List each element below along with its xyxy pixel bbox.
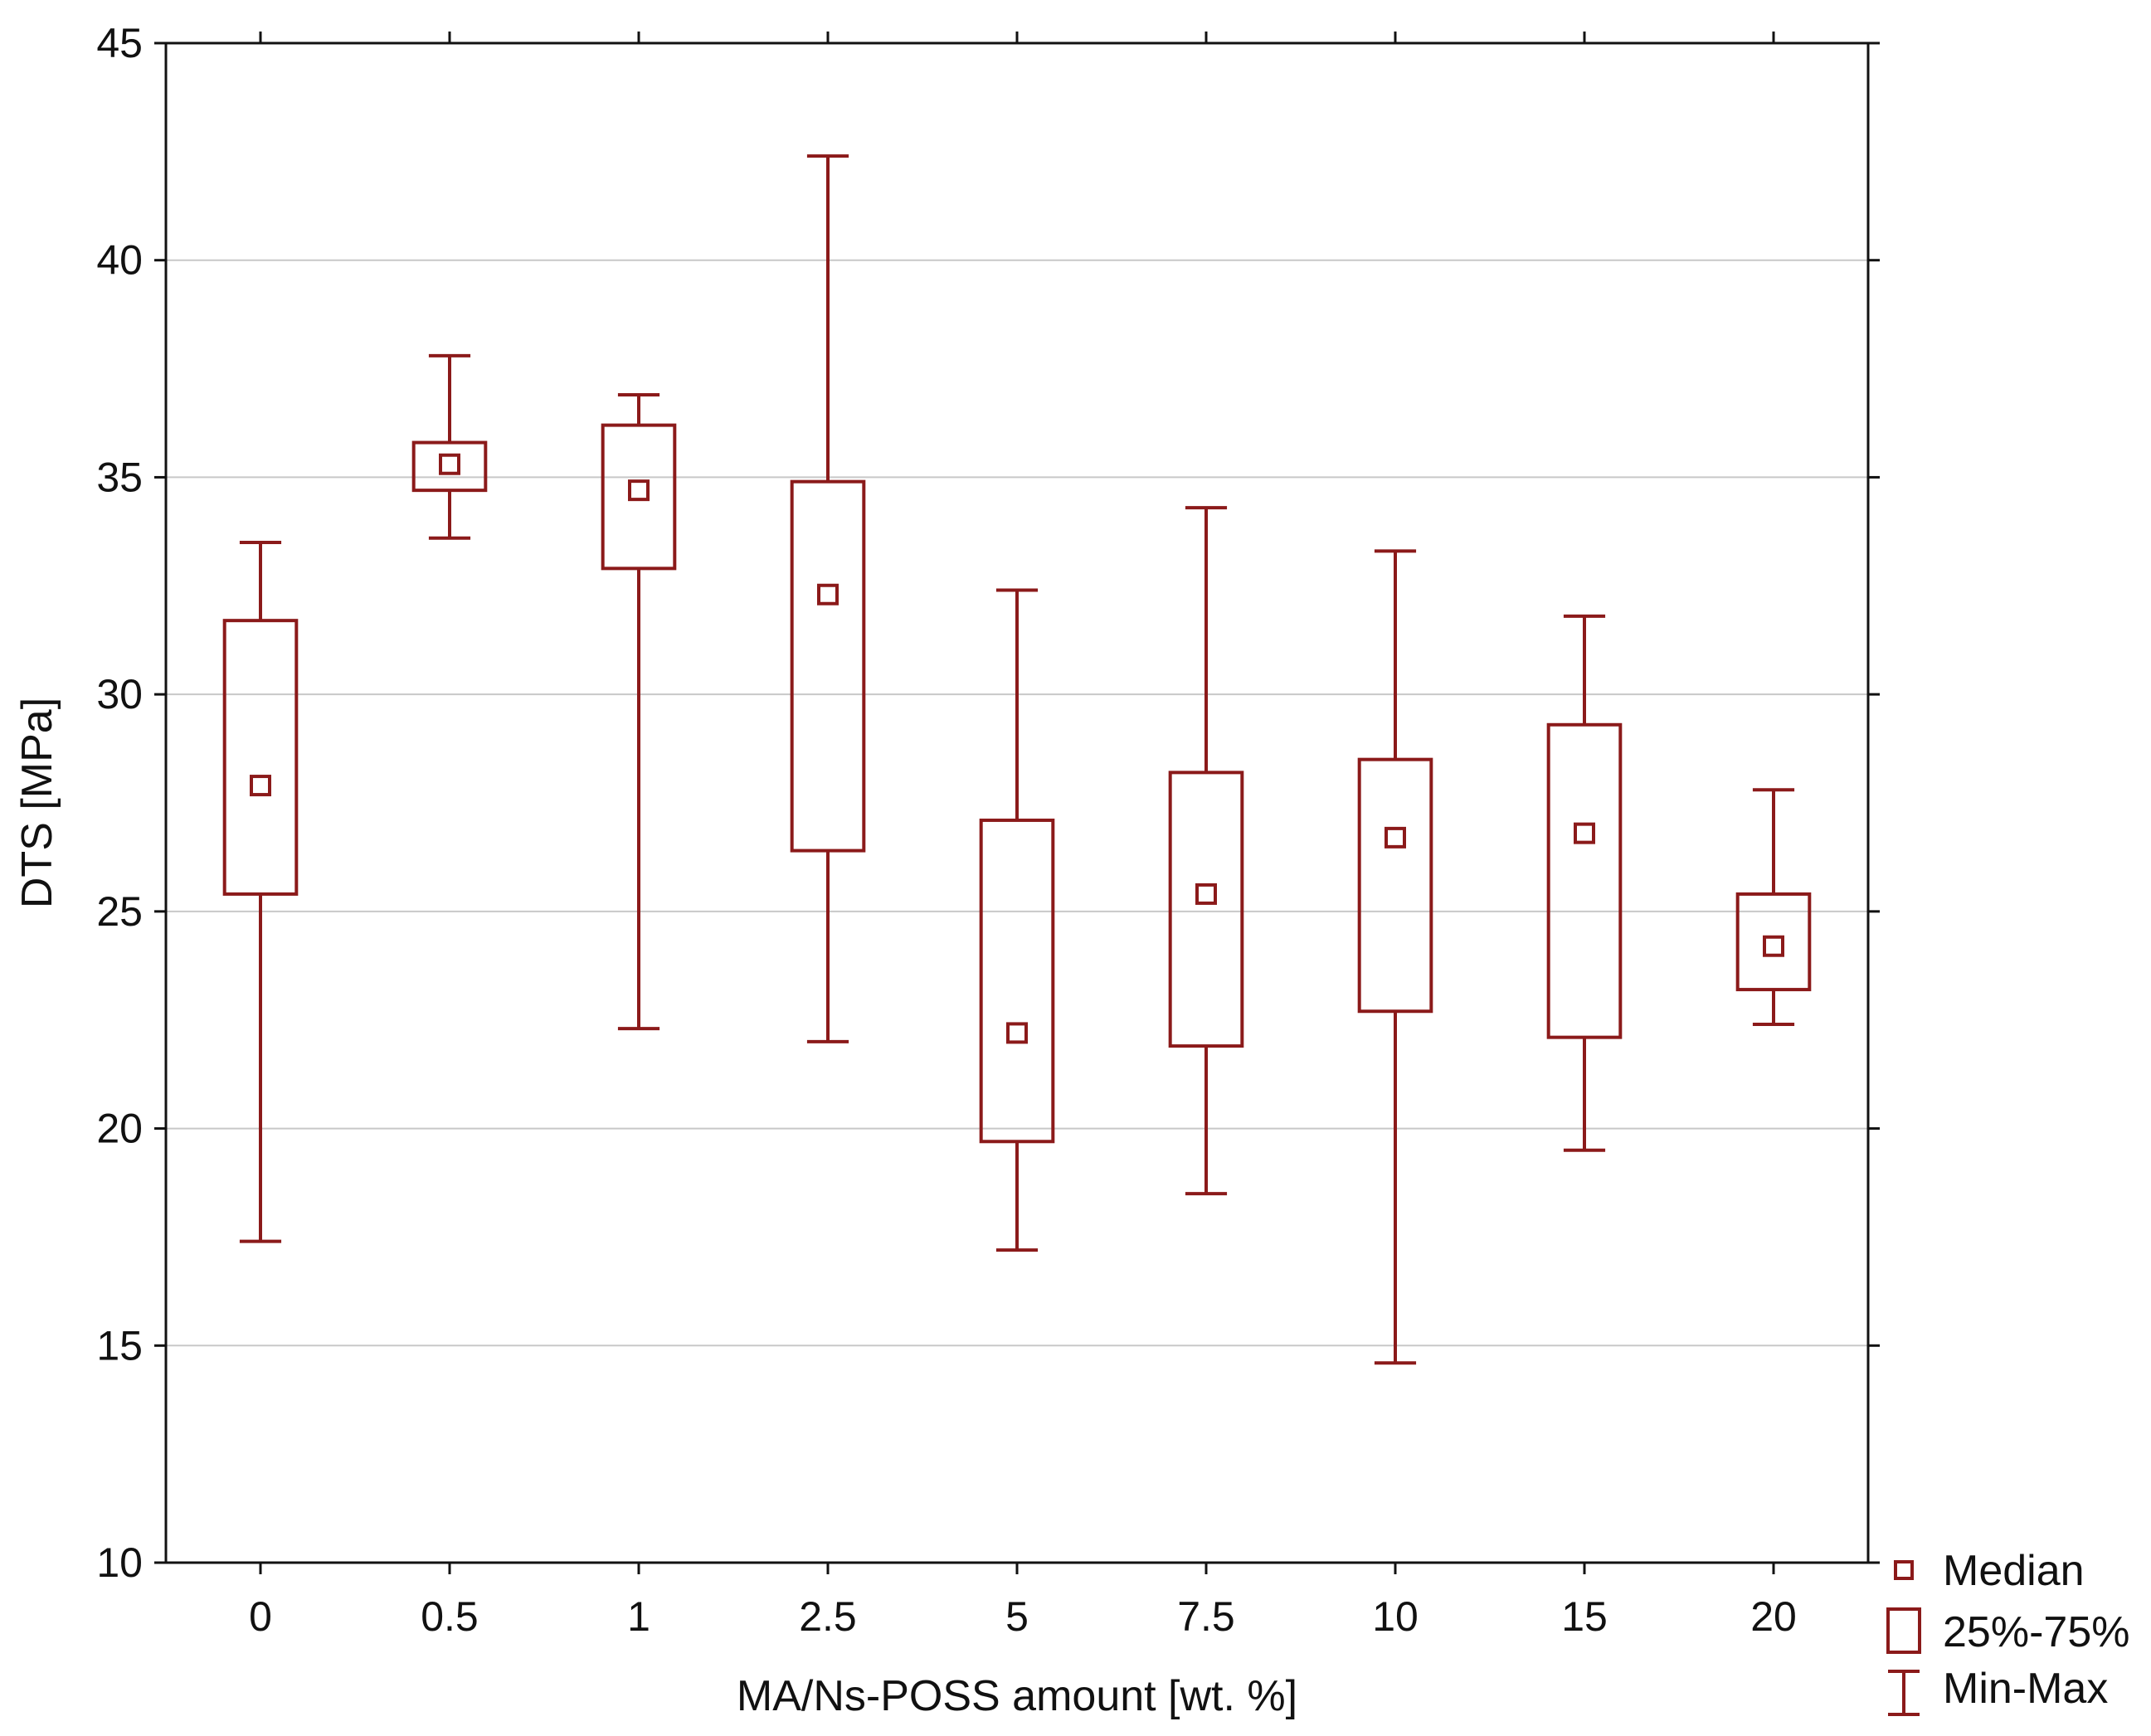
box-group-7.5	[1168, 506, 1244, 1196]
x-tick-label: 0	[249, 1593, 272, 1640]
iqr-box	[979, 818, 1055, 1144]
y-tick-label: 10	[96, 1539, 143, 1586]
x-tick-label: 1	[627, 1593, 650, 1640]
x-tick-label: 20	[1750, 1593, 1797, 1640]
iqr-box	[1168, 771, 1244, 1048]
y-tick-label: 30	[96, 671, 143, 717]
iqr-box	[1735, 892, 1812, 992]
iqr-box	[411, 440, 488, 493]
box-group-5	[979, 588, 1055, 1252]
legend: Median 25%-75% Min-Max	[1886, 1547, 2129, 1716]
y-tick-label: 40	[96, 237, 143, 284]
iqr-box	[1357, 757, 1433, 1014]
box-group-2.5	[790, 154, 866, 1043]
legend-box-label: 25%-75%	[1943, 1608, 2129, 1656]
x-tick-label: 10	[1372, 1593, 1419, 1640]
median-marker	[1385, 826, 1406, 849]
box-group-15	[1546, 614, 1623, 1152]
iqr-box	[222, 619, 299, 896]
median-marker	[1195, 883, 1217, 905]
median-marker	[1006, 1022, 1028, 1044]
median-marker	[1574, 822, 1595, 844]
y-axis-label: DTS [MPa]	[13, 698, 61, 908]
box-group-20	[1735, 788, 1812, 1026]
grid-lines	[166, 259, 1868, 1347]
median-marker	[439, 453, 460, 475]
x-tick-label: 7.5	[1177, 1593, 1235, 1640]
x-tick-label: 0.5	[421, 1593, 479, 1640]
median-marker	[817, 583, 839, 605]
median-marker	[628, 479, 650, 502]
y-tick-label: 15	[96, 1322, 143, 1369]
legend-box-marker	[1886, 1607, 1921, 1654]
y-tick-label: 20	[96, 1106, 143, 1152]
y-tick-label: 35	[96, 454, 143, 500]
legend-whisker-marker	[1888, 1670, 1920, 1716]
legend-median-marker	[1894, 1560, 1914, 1580]
x-tick-label: 15	[1561, 1593, 1608, 1640]
median-marker	[1763, 935, 1784, 957]
iqr-box	[601, 423, 677, 571]
y-tick-label: 45	[96, 20, 143, 66]
x-axis-label: MA/Ns-POSS amount [wt. %]	[737, 1672, 1297, 1720]
box-series	[222, 154, 1812, 1365]
x-tick-label: 2.5	[799, 1593, 857, 1640]
axis-ticks: 10 15 20 25 30 35 40 45 0 0.5 1 2.5 5 7.5 10 15 20	[96, 20, 1880, 1640]
y-tick-label: 25	[96, 888, 143, 935]
box-group-0	[222, 540, 299, 1243]
iqr-box	[1546, 722, 1623, 1039]
legend-whisker-label: Min-Max	[1943, 1665, 2108, 1713]
iqr-box	[790, 479, 866, 853]
x-tick-label: 5	[1005, 1593, 1029, 1640]
box-group-0.5	[411, 353, 488, 540]
legend-median-label: Median	[1943, 1547, 2085, 1595]
box-group-1	[601, 392, 677, 1031]
median-marker	[250, 775, 271, 797]
box-group-10	[1357, 549, 1433, 1365]
